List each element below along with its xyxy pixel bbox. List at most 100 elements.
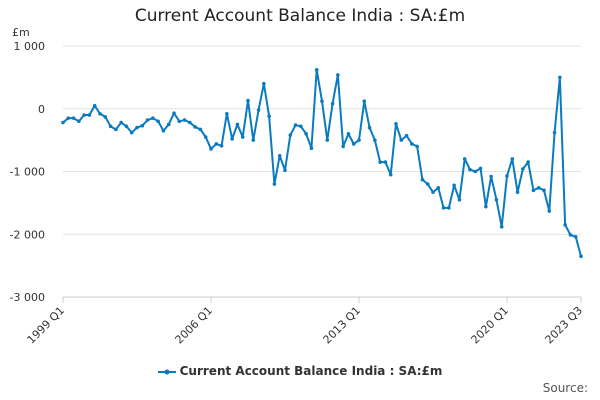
data-point[interactable]: [108, 124, 113, 129]
data-point[interactable]: [135, 125, 139, 130]
data-point[interactable]: [552, 130, 557, 135]
data-point[interactable]: [156, 119, 160, 124]
data-point[interactable]: [478, 166, 483, 171]
data-point[interactable]: [563, 223, 567, 227]
data-point[interactable]: [82, 113, 86, 117]
data-point[interactable]: [240, 135, 245, 139]
data-point[interactable]: [558, 75, 562, 80]
data-point[interactable]: [336, 73, 340, 77]
data-point[interactable]: [383, 160, 388, 164]
data-point[interactable]: [272, 182, 277, 186]
data-point[interactable]: [277, 154, 282, 158]
data-point[interactable]: [246, 98, 250, 103]
data-point[interactable]: [103, 115, 108, 119]
data-point[interactable]: [568, 233, 573, 237]
data-point[interactable]: [420, 177, 425, 182]
data-point[interactable]: [225, 111, 229, 116]
data-point[interactable]: [378, 160, 382, 164]
data-point[interactable]: [177, 119, 182, 124]
data-point[interactable]: [404, 133, 409, 138]
data-point[interactable]: [367, 125, 372, 130]
data-point[interactable]: [351, 142, 356, 146]
data-point[interactable]: [293, 123, 298, 127]
data-point[interactable]: [193, 125, 197, 129]
data-point[interactable]: [436, 186, 441, 190]
data-point[interactable]: [341, 144, 345, 149]
data-point[interactable]: [484, 204, 488, 209]
data-point[interactable]: [256, 108, 261, 112]
data-point[interactable]: [235, 122, 240, 127]
data-point[interactable]: [425, 182, 430, 186]
data-point[interactable]: [388, 172, 393, 177]
data-point[interactable]: [499, 224, 504, 229]
data-point[interactable]: [98, 111, 102, 116]
data-point[interactable]: [92, 103, 97, 108]
data-point[interactable]: [410, 142, 414, 146]
data-point[interactable]: [77, 119, 81, 124]
data-point[interactable]: [415, 144, 419, 149]
data-point[interactable]: [124, 124, 129, 129]
data-point[interactable]: [198, 127, 203, 132]
data-point[interactable]: [431, 190, 435, 195]
data-point[interactable]: [283, 168, 287, 173]
data-point[interactable]: [251, 138, 256, 142]
data-point[interactable]: [542, 188, 546, 193]
legend[interactable]: Current Account Balance India : SA:£m: [0, 364, 600, 378]
data-point[interactable]: [521, 167, 525, 171]
data-point[interactable]: [515, 190, 520, 195]
data-point[interactable]: [66, 116, 71, 120]
data-point[interactable]: [140, 123, 145, 128]
data-point[interactable]: [145, 118, 150, 122]
data-point[interactable]: [203, 135, 208, 139]
data-point[interactable]: [357, 138, 361, 142]
data-point[interactable]: [288, 133, 293, 137]
data-point[interactable]: [262, 81, 266, 86]
data-point[interactable]: [489, 174, 493, 179]
data-point[interactable]: [299, 124, 303, 129]
data-point[interactable]: [399, 138, 404, 142]
data-point[interactable]: [325, 138, 330, 142]
data-point[interactable]: [161, 128, 166, 133]
data-point[interactable]: [462, 157, 467, 161]
data-point[interactable]: [394, 122, 398, 126]
data-point[interactable]: [373, 138, 377, 142]
data-point[interactable]: [129, 130, 134, 135]
data-point[interactable]: [441, 206, 446, 210]
data-point[interactable]: [510, 157, 515, 161]
data-point[interactable]: [230, 137, 234, 141]
data-point[interactable]: [531, 188, 536, 193]
data-point[interactable]: [114, 127, 118, 132]
data-point[interactable]: [473, 169, 478, 174]
data-point[interactable]: [219, 143, 224, 148]
data-point[interactable]: [267, 114, 271, 119]
data-point[interactable]: [188, 120, 192, 125]
data-point[interactable]: [362, 99, 367, 104]
data-point[interactable]: [346, 132, 351, 136]
data-point[interactable]: [320, 99, 324, 104]
data-point[interactable]: [209, 147, 213, 151]
data-point[interactable]: [71, 116, 76, 120]
data-point[interactable]: [119, 120, 123, 125]
data-point[interactable]: [151, 116, 155, 120]
data-point[interactable]: [166, 122, 171, 127]
data-point[interactable]: [61, 120, 65, 125]
data-point[interactable]: [573, 234, 578, 239]
data-point[interactable]: [214, 142, 219, 146]
data-point[interactable]: [547, 209, 552, 213]
data-point[interactable]: [447, 206, 451, 210]
data-point[interactable]: [314, 68, 319, 72]
data-point[interactable]: [87, 113, 92, 117]
data-point[interactable]: [536, 186, 541, 190]
data-point[interactable]: [494, 197, 499, 202]
data-point[interactable]: [304, 132, 308, 136]
data-point[interactable]: [526, 160, 530, 164]
data-point[interactable]: [579, 254, 583, 259]
data-point[interactable]: [330, 101, 335, 106]
data-point[interactable]: [457, 197, 462, 202]
data-point[interactable]: [505, 174, 509, 178]
data-point[interactable]: [468, 167, 472, 172]
data-point[interactable]: [172, 111, 176, 115]
data-point[interactable]: [309, 146, 314, 151]
data-point[interactable]: [182, 118, 187, 122]
data-point[interactable]: [452, 183, 456, 188]
